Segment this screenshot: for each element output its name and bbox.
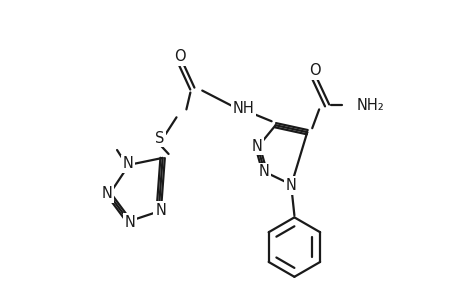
Text: S: S xyxy=(155,130,164,146)
Text: N: N xyxy=(101,186,112,201)
Text: O: O xyxy=(309,63,320,78)
Text: N: N xyxy=(122,156,133,171)
Text: N: N xyxy=(155,203,166,218)
Text: N: N xyxy=(257,164,269,179)
Text: NH: NH xyxy=(233,101,254,116)
Text: N: N xyxy=(124,215,135,230)
Text: N: N xyxy=(251,139,262,154)
Text: N: N xyxy=(285,178,296,193)
Text: O: O xyxy=(174,50,185,64)
Text: NH₂: NH₂ xyxy=(356,98,384,113)
